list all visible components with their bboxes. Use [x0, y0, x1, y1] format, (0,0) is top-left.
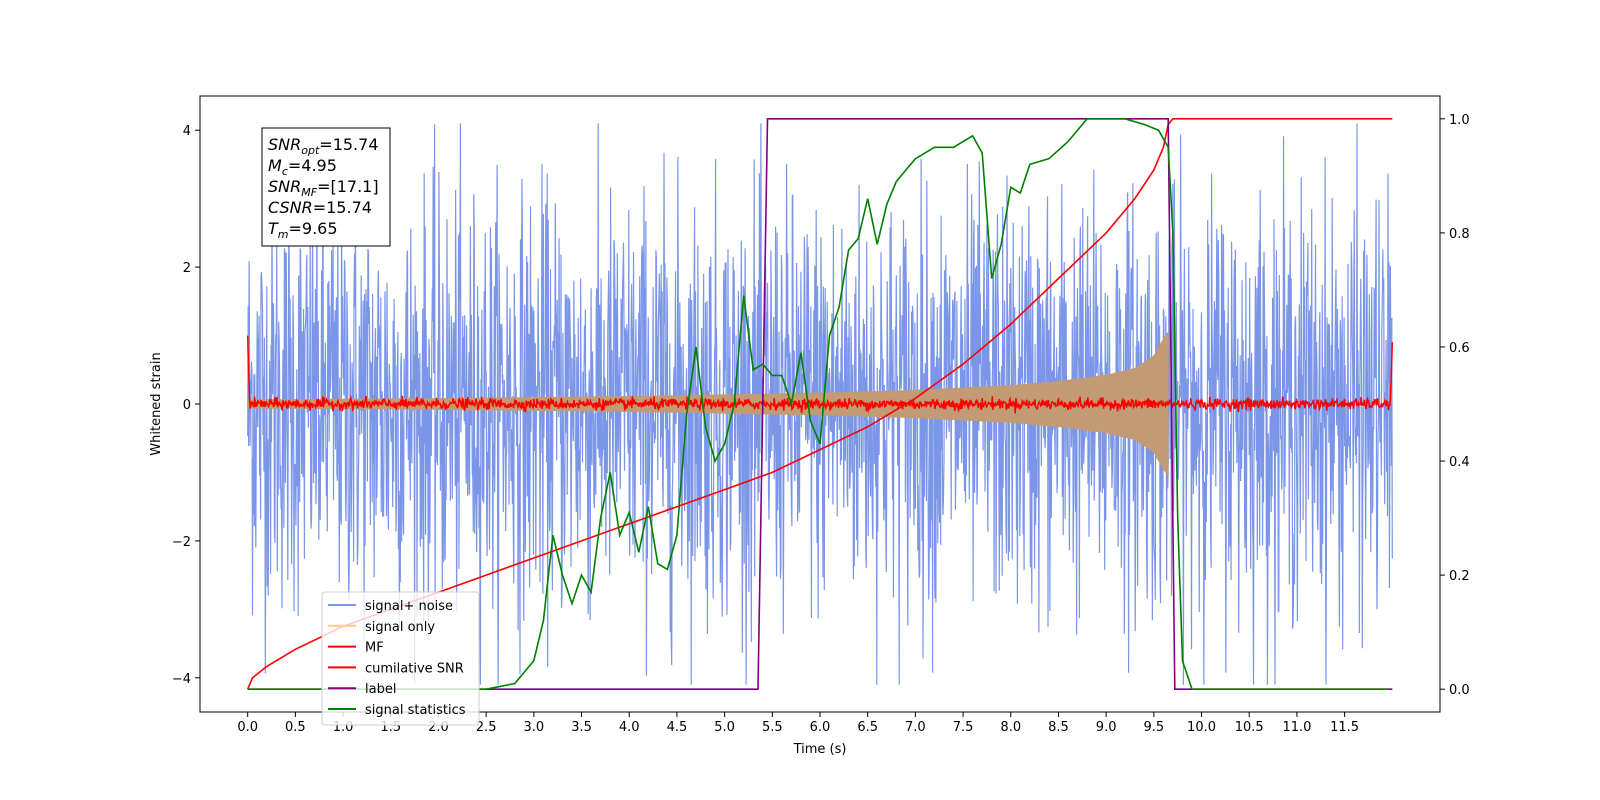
legend-entry: signal only — [365, 620, 435, 635]
series-signal-statistics — [247, 118, 1388, 690]
annotation-frame — [261, 127, 391, 247]
x-tick-label: 6.5 — [857, 720, 878, 735]
y-axis-right: 0.0 0.2 0.4 0.6 0.8 1.0 — [1440, 113, 1470, 698]
x-tick-label: 11.0 — [1282, 720, 1311, 735]
y-tick-label: −4 — [172, 672, 191, 687]
x-tick-label: 8.5 — [1048, 720, 1069, 735]
legend: signal+ noise signal only MF cumilative SNR… — [321, 591, 480, 726]
y2-tick-label: 0.2 — [1449, 569, 1470, 584]
x-tick-label: 5.5 — [762, 720, 783, 735]
x-tick-label: 4.0 — [619, 720, 640, 735]
y-tick-label: 2 — [183, 261, 191, 276]
snr-annotation-box: SNRopt=15.74Mc=4.95SNRMF=[17.1]CSNR=15.7… — [261, 127, 391, 247]
x-tick-label: 10.5 — [1235, 720, 1264, 735]
annotation-line: SNRMF=[17.1] — [268, 177, 379, 199]
x-tick-label: 7.5 — [953, 720, 974, 735]
y-tick-label: −2 — [172, 535, 191, 550]
annotation-line: CSNR=15.74 — [268, 198, 372, 217]
x-tick-label: 4.5 — [667, 720, 688, 735]
y2-tick-label: 0.0 — [1449, 683, 1470, 698]
annotation-line: SNRopt=15.74 — [268, 135, 379, 157]
x-tick-label: 0.5 — [285, 720, 306, 735]
x-tick-label: 9.5 — [1144, 720, 1165, 735]
x-tick-label: 3.0 — [524, 720, 545, 735]
annotation-line: Tm=9.65 — [268, 219, 338, 241]
y-tick-label: 0 — [183, 398, 191, 413]
y-tick-label: 4 — [183, 124, 191, 139]
x-tick-label: 10.0 — [1187, 720, 1216, 735]
y2-tick-label: 0.6 — [1449, 341, 1470, 356]
x-axis-label: Time (s) — [793, 742, 847, 757]
legend-frame — [321, 591, 480, 726]
y2-tick-label: 1.0 — [1449, 113, 1470, 128]
legend-entry: cumilative SNR — [365, 661, 464, 676]
x-tick-label: 7.0 — [905, 720, 926, 735]
series-signal-noise — [247, 123, 1393, 685]
x-tick-label: 6.0 — [810, 720, 831, 735]
x-tick-label: 11.5 — [1330, 720, 1359, 735]
y2-tick-label: 0.4 — [1449, 455, 1470, 470]
x-tick-label: 9.0 — [1096, 720, 1117, 735]
y-axis-label: Whitened strain — [149, 352, 164, 455]
annotation-line: Mc=4.95 — [268, 156, 337, 178]
x-tick-label: 0.0 — [237, 720, 258, 735]
series-mf — [246, 335, 1394, 414]
legend-entry: label — [365, 682, 396, 697]
legend-entry: signal+ noise — [365, 599, 453, 614]
x-tick-label: 5.0 — [714, 720, 735, 735]
legend-entry: MF — [365, 641, 384, 656]
legend-entry: signal statistics — [365, 703, 466, 718]
x-tick-label: 8.0 — [1000, 720, 1021, 735]
y2-tick-label: 0.8 — [1449, 227, 1470, 242]
x-tick-label: 3.5 — [571, 720, 592, 735]
y-axis-left: −4 −2 0 2 4 — [172, 124, 200, 687]
x-tick-label: 2.5 — [476, 720, 497, 735]
